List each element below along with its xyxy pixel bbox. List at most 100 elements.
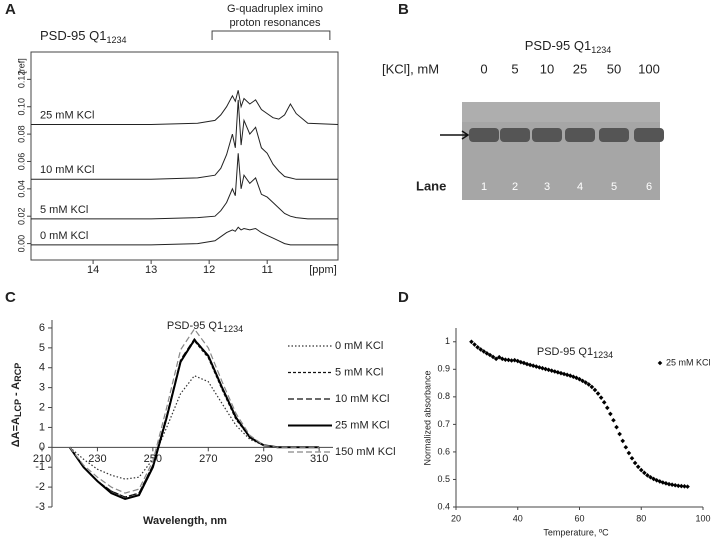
y-tick-label: 0.7 xyxy=(437,419,450,429)
data-point xyxy=(629,455,635,461)
x-tick-label: 13 xyxy=(145,264,157,276)
data-point xyxy=(506,357,511,363)
y-tick-label: 1 xyxy=(445,336,450,346)
data-point xyxy=(561,371,567,377)
data-point xyxy=(642,470,647,476)
series-label: 10 mM KCl xyxy=(40,164,94,176)
y-tick-label: 6 xyxy=(39,322,45,334)
x-tick-label: 20 xyxy=(451,513,461,523)
data-point xyxy=(580,378,585,384)
gel-band xyxy=(565,128,595,142)
data-point xyxy=(611,417,616,423)
chart-title: PSD-95 Q11234 xyxy=(537,346,613,360)
x-axis-label: Temperature, ºC xyxy=(543,527,609,537)
panel-label: A xyxy=(5,1,16,18)
data-point xyxy=(645,473,650,478)
spectrum-line xyxy=(31,99,338,180)
data-point xyxy=(666,481,672,487)
lane-number: 3 xyxy=(544,181,550,193)
x-tick-label: 100 xyxy=(695,513,710,523)
y-axis-label-part: LCP xyxy=(13,399,23,417)
lane-concentration: 10 xyxy=(540,61,554,76)
data-point xyxy=(469,339,474,345)
y-tick-label: 0.06 xyxy=(16,153,26,171)
data-point xyxy=(682,484,687,489)
lane-concentration: 50 xyxy=(607,61,621,76)
annotation-bracket xyxy=(211,30,331,40)
chart-title: PSD-95 Q11234 xyxy=(525,38,612,55)
data-point xyxy=(676,483,681,489)
title-subscript: 1234 xyxy=(593,350,613,360)
lane-number: 2 xyxy=(512,181,518,193)
data-point xyxy=(478,347,483,352)
y-axis-label-part: - A xyxy=(10,382,22,399)
data-point xyxy=(635,464,641,470)
data-point xyxy=(509,358,514,363)
x-tick-label: 310 xyxy=(310,453,328,465)
data-point xyxy=(638,467,644,473)
x-axis-label: Wavelength, nm xyxy=(143,515,227,527)
data-point xyxy=(481,349,487,354)
gel-band xyxy=(500,128,530,142)
data-point xyxy=(487,352,493,358)
data-point xyxy=(530,363,536,369)
x-tick-label: 40 xyxy=(513,513,523,523)
title-text: PSD-95 Q1 xyxy=(525,38,591,53)
title-subscript: 1234 xyxy=(106,35,126,45)
lane-label: Lane xyxy=(416,178,446,193)
y-axis-label: Normalized absorbance xyxy=(422,370,432,465)
lane-concentration: 0 xyxy=(480,61,487,76)
y-tick-label: 0.08 xyxy=(16,125,26,143)
panel-label: B xyxy=(398,1,409,18)
legend-label: 10 mM KCl xyxy=(335,393,389,405)
data-point xyxy=(589,384,595,390)
chart-title: PSD-95 Q11234 xyxy=(40,28,127,45)
lane-number: 1 xyxy=(481,181,487,193)
series-label: 25 mM KCl xyxy=(40,109,94,121)
data-point xyxy=(586,382,592,387)
lane-concentration: 5 xyxy=(511,61,518,76)
y-tick-label: 0.12 xyxy=(16,71,26,89)
data-point xyxy=(598,395,604,400)
data-point xyxy=(583,380,588,385)
y-axis-label: [ref] xyxy=(16,58,26,74)
x-tick-label: 60 xyxy=(574,513,584,523)
band-arrow xyxy=(440,130,470,140)
lane-number: 4 xyxy=(577,181,583,193)
data-point xyxy=(654,477,659,483)
data-point xyxy=(546,367,551,373)
series-label: 0 mM KCl xyxy=(40,230,88,242)
data-point xyxy=(623,444,629,450)
data-point xyxy=(685,484,690,489)
data-point xyxy=(626,450,632,456)
data-point xyxy=(490,354,496,360)
y-tick-label: 0.5 xyxy=(437,474,450,484)
y-axis-label-part: ΔA=A xyxy=(10,417,22,447)
x-axis-label: [ppm] xyxy=(309,264,337,276)
y-tick-label: 0.02 xyxy=(16,207,26,225)
y-tick-label: 4 xyxy=(39,362,45,374)
data-point xyxy=(595,391,601,396)
x-tick-label: 210 xyxy=(33,453,51,465)
gel-band xyxy=(469,128,499,142)
annotation: G-quadruplex imino xyxy=(227,3,323,15)
title-subscript: 1234 xyxy=(591,45,611,55)
panel-label: C xyxy=(5,289,16,306)
y-tick-label: 0 xyxy=(39,441,45,453)
y-tick-label: 0.4 xyxy=(437,501,450,511)
legend-label: 150 mM KCl xyxy=(335,446,396,458)
y-axis-label: ΔA=ALCP - ARCP xyxy=(10,363,23,448)
data-point xyxy=(617,431,622,437)
y-tick-label: 0.10 xyxy=(16,98,26,116)
data-point xyxy=(620,438,626,444)
data-point xyxy=(496,354,502,360)
data-point xyxy=(592,387,598,393)
lane-concentration: 100 xyxy=(638,61,660,76)
data-point xyxy=(669,482,675,487)
annotation: proton resonances xyxy=(229,17,321,29)
lane-number: 6 xyxy=(646,181,652,193)
gel-shade xyxy=(462,102,660,122)
x-tick-label: 14 xyxy=(87,264,99,276)
y-tick-label: 0.00 xyxy=(16,235,26,253)
